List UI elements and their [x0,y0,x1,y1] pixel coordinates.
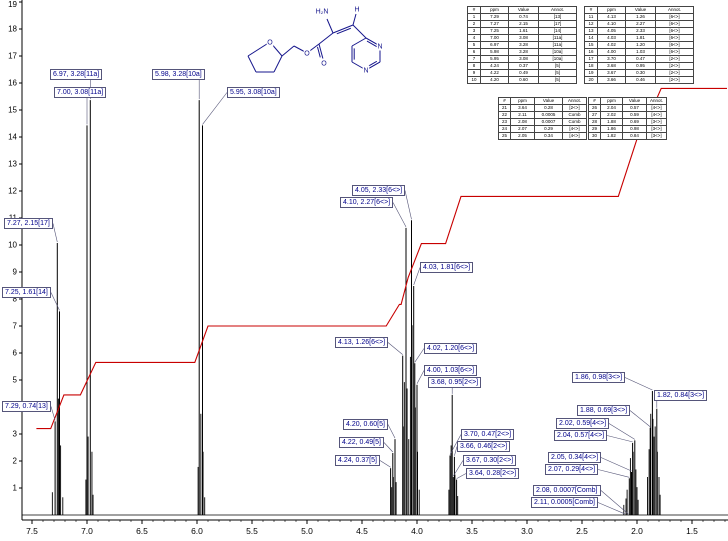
bond [273,55,283,73]
atom-label: O [304,51,310,58]
y-axis-tick-label: 1 [13,484,18,493]
x-axis-tick-label: 1.5 [686,526,698,536]
bond [318,32,334,45]
y-axis-tick-label: 6 [13,349,18,358]
atom-label: H [354,7,359,14]
annotation-connector [449,434,462,455]
y-axis-tick-label: 13 [8,160,17,169]
x-axis-tick-label: 2.5 [576,526,588,536]
y-axis-tick-label: 5 [13,376,18,385]
annotation-connector [387,424,396,439]
bond [366,40,378,48]
annotation-connector [454,446,458,456]
y-axis-tick-label: 9 [13,268,18,277]
x-axis-tick-label: 5.5 [246,526,258,536]
y-axis-tick-label: 16 [8,79,17,88]
annotation-connector [597,502,626,515]
y-axis-tick-label: 19 [8,0,17,9]
annotation-connector [608,423,635,440]
annotation-connector [597,469,630,478]
atom-label-bg [314,6,330,16]
bond [336,27,352,35]
molecule-structure: O O O H₂N H N N [247,4,384,75]
atom-label-bg [362,65,370,75]
annotation-connector [606,435,633,443]
atom-label-bg [266,37,274,47]
x-axis-tick-label: 4.0 [411,526,423,536]
annotation-connector [50,406,56,421]
y-axis-tick-label: 4 [13,403,18,412]
annotation-connector [387,342,403,355]
atom-label: O [321,61,327,68]
atom-label-bg [303,48,311,58]
y-axis-tick-label: 10 [8,241,17,250]
annotation-connector [629,410,651,427]
x-axis-tick-label: 3.5 [466,526,478,536]
annotation-connector [52,223,58,243]
y-axis-tick-label: 8 [13,295,18,304]
y-axis-tick-label: 3 [13,430,18,439]
annotation-connector [416,370,425,384]
y-axis-tick-label: 14 [8,133,17,142]
atom-label: N [377,44,382,51]
bond [281,45,295,57]
y-axis-tick-label: 17 [8,52,17,61]
annotation-connector [413,267,421,286]
annotation-connector [600,457,632,472]
atom-label: O [267,40,273,47]
atom-label-bg [320,58,328,68]
bond [352,13,357,26]
annotation-connector [202,92,228,125]
x-axis-tick-label: 5.0 [301,526,313,536]
x-axis-tick-label: 2.0 [631,526,643,536]
annotation-connector [414,348,425,363]
annotation-connector [456,473,467,479]
bond [318,43,324,60]
x-axis-tick-label: 6.5 [136,526,148,536]
y-axis-tick-label: 15 [8,106,17,115]
bond [247,41,271,57]
integral-curve [36,87,727,430]
x-axis-tick-label: 7.0 [81,526,93,536]
x-axis-tick-label: 7.5 [26,526,38,536]
y-axis-tick-label: 2 [13,457,18,466]
bond [332,24,354,34]
annotation-connector [600,490,629,515]
bond [247,55,257,73]
annotation-connector [392,202,407,227]
y-axis-tick-label: 7 [13,322,18,331]
annotation-connector [453,460,464,477]
y-axis-tick-label: 18 [8,25,17,34]
atom-label: H₂N [316,9,329,16]
bond [352,24,367,39]
y-axis-tick-label: 11 [9,214,18,223]
atom-label: N [363,68,368,75]
y-axis-tick-label: 12 [8,187,17,196]
annotation-connector [50,292,60,311]
bond [326,18,334,34]
annotation-connector [379,460,391,468]
x-axis-tick-label: 3.0 [521,526,533,536]
x-axis-tick-label: 6.0 [191,526,203,536]
bond [351,37,367,47]
x-axis-tick-label: 4.5 [356,526,368,536]
annotation-connector [624,377,653,391]
bond [316,46,321,58]
annotation-connector [404,190,412,220]
atom-label-bg [376,41,384,51]
atom-label-bg [353,4,361,14]
annotation-connector [383,442,394,453]
